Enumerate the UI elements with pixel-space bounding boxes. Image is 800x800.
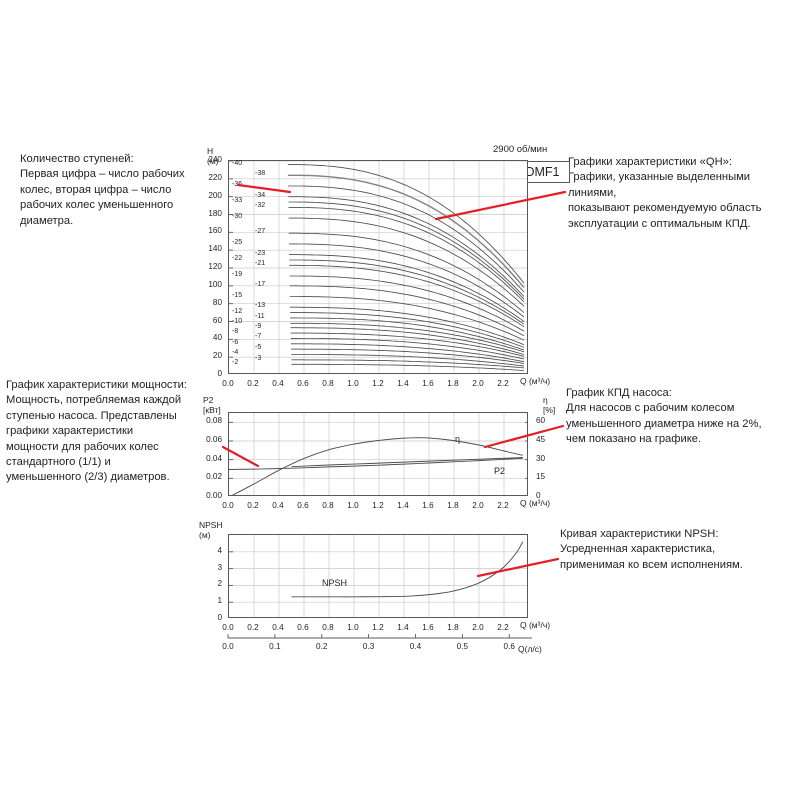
rpm-label: 2900 об/мин xyxy=(493,144,548,155)
annotation-efficiency-curve: График КПД насоса: Для насосов с рабочим… xyxy=(566,387,762,446)
annotation-power-curve: График характеристики мощности: Мощность… xyxy=(6,379,187,484)
annotation-stages: Количество ступеней: Первая цифра – числ… xyxy=(20,153,185,227)
annotation-npsh-curve: Кривая характеристики NPSH: Усредненная … xyxy=(560,528,743,571)
annotation-qh-curves: Графики характеристики «QH»: Графики, ук… xyxy=(568,156,762,230)
leader-npsh xyxy=(476,557,560,578)
leader-efficiency xyxy=(483,424,565,449)
leader-stages xyxy=(236,183,292,194)
leader-power xyxy=(221,445,260,468)
leader-qh xyxy=(434,190,567,221)
